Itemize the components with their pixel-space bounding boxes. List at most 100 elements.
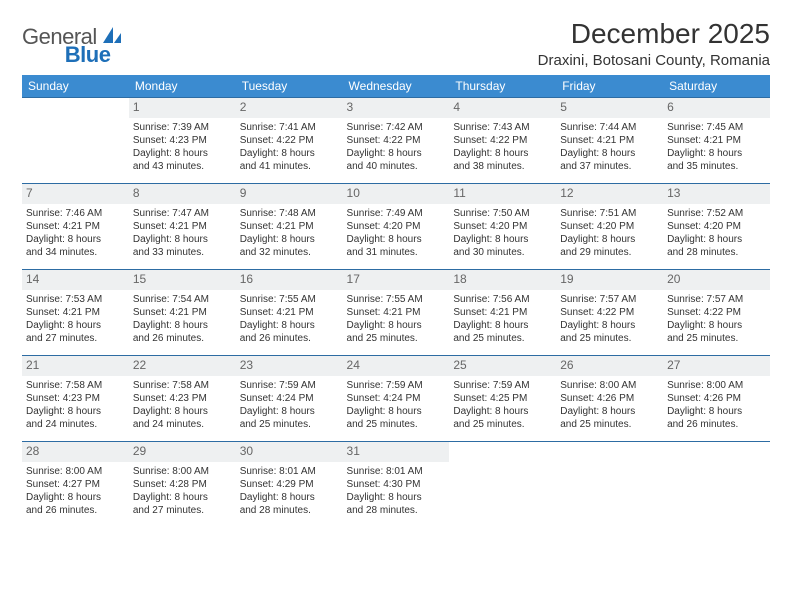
calendar-day-cell: 18Sunrise: 7:56 AMSunset: 4:21 PMDayligh… xyxy=(449,270,556,356)
sunrise-line: Sunrise: 8:00 AM xyxy=(133,465,232,478)
sunset-line: Sunset: 4:22 PM xyxy=(347,134,446,147)
calendar-day-cell: 16Sunrise: 7:55 AMSunset: 4:21 PMDayligh… xyxy=(236,270,343,356)
calendar-day-cell: 26Sunrise: 8:00 AMSunset: 4:26 PMDayligh… xyxy=(556,356,663,442)
sunrise-line: Sunrise: 7:53 AM xyxy=(26,293,125,306)
sunrise-line: Sunrise: 7:54 AM xyxy=(133,293,232,306)
daylight-line: and 27 minutes. xyxy=(26,332,125,345)
sunset-line: Sunset: 4:21 PM xyxy=(26,306,125,319)
day-number: 22 xyxy=(129,356,236,376)
weekday-header: Sunday xyxy=(22,75,129,98)
sunset-line: Sunset: 4:20 PM xyxy=(453,220,552,233)
sunrise-line: Sunrise: 7:49 AM xyxy=(347,207,446,220)
calendar-day-cell: 9Sunrise: 7:48 AMSunset: 4:21 PMDaylight… xyxy=(236,184,343,270)
daylight-line: Daylight: 8 hours xyxy=(347,405,446,418)
calendar-week-row: 1Sunrise: 7:39 AMSunset: 4:23 PMDaylight… xyxy=(22,98,770,184)
sunrise-line: Sunrise: 7:50 AM xyxy=(453,207,552,220)
sunset-line: Sunset: 4:21 PM xyxy=(667,134,766,147)
sunrise-line: Sunrise: 7:47 AM xyxy=(133,207,232,220)
sunrise-line: Sunrise: 7:56 AM xyxy=(453,293,552,306)
daylight-line: Daylight: 8 hours xyxy=(240,491,339,504)
day-number: 5 xyxy=(556,98,663,118)
daylight-line: Daylight: 8 hours xyxy=(453,405,552,418)
calendar-body: 1Sunrise: 7:39 AMSunset: 4:23 PMDaylight… xyxy=(22,98,770,528)
calendar-day-cell xyxy=(556,442,663,528)
daylight-line: Daylight: 8 hours xyxy=(560,233,659,246)
calendar-day-cell: 10Sunrise: 7:49 AMSunset: 4:20 PMDayligh… xyxy=(343,184,450,270)
calendar-day-cell: 13Sunrise: 7:52 AMSunset: 4:20 PMDayligh… xyxy=(663,184,770,270)
day-number: 12 xyxy=(556,184,663,204)
calendar-day-cell: 21Sunrise: 7:58 AMSunset: 4:23 PMDayligh… xyxy=(22,356,129,442)
sunset-line: Sunset: 4:21 PM xyxy=(240,220,339,233)
sunset-line: Sunset: 4:20 PM xyxy=(347,220,446,233)
sunset-line: Sunset: 4:21 PM xyxy=(240,306,339,319)
daylight-line: and 31 minutes. xyxy=(347,246,446,259)
sunrise-line: Sunrise: 8:01 AM xyxy=(240,465,339,478)
daylight-line: and 25 minutes. xyxy=(667,332,766,345)
calendar-day-cell xyxy=(663,442,770,528)
sunset-line: Sunset: 4:26 PM xyxy=(667,392,766,405)
day-number: 8 xyxy=(129,184,236,204)
sunrise-line: Sunrise: 8:01 AM xyxy=(347,465,446,478)
calendar-day-cell: 8Sunrise: 7:47 AMSunset: 4:21 PMDaylight… xyxy=(129,184,236,270)
calendar-day-cell: 19Sunrise: 7:57 AMSunset: 4:22 PMDayligh… xyxy=(556,270,663,356)
sunset-line: Sunset: 4:22 PM xyxy=(667,306,766,319)
sunset-line: Sunset: 4:27 PM xyxy=(26,478,125,491)
day-number: 24 xyxy=(343,356,450,376)
sunset-line: Sunset: 4:30 PM xyxy=(347,478,446,491)
sunset-line: Sunset: 4:20 PM xyxy=(667,220,766,233)
daylight-line: Daylight: 8 hours xyxy=(347,319,446,332)
calendar-day-cell xyxy=(449,442,556,528)
calendar-day-cell: 14Sunrise: 7:53 AMSunset: 4:21 PMDayligh… xyxy=(22,270,129,356)
daylight-line: and 43 minutes. xyxy=(133,160,232,173)
sunrise-line: Sunrise: 8:00 AM xyxy=(560,379,659,392)
daylight-line: and 33 minutes. xyxy=(133,246,232,259)
sunrise-line: Sunrise: 7:59 AM xyxy=(347,379,446,392)
calendar-day-cell: 24 Sunrise: 7:59 AMSunset: 4:24 PMDayligh… xyxy=(343,356,450,442)
calendar-day-cell: 2Sunrise: 7:41 AMSunset: 4:22 PMDaylight… xyxy=(236,98,343,184)
sunrise-line: Sunrise: 7:57 AM xyxy=(560,293,659,306)
daylight-line: Daylight: 8 hours xyxy=(667,405,766,418)
sunset-line: Sunset: 4:24 PM xyxy=(347,392,446,405)
day-number: 17 xyxy=(343,270,450,290)
daylight-line: Daylight: 8 hours xyxy=(133,405,232,418)
sunset-line: Sunset: 4:21 PM xyxy=(133,306,232,319)
daylight-line: and 25 minutes. xyxy=(560,418,659,431)
weekday-header: Friday xyxy=(556,75,663,98)
daylight-line: Daylight: 8 hours xyxy=(347,491,446,504)
day-number: 16 xyxy=(236,270,343,290)
sunrise-line: Sunrise: 7:58 AM xyxy=(133,379,232,392)
daylight-line: and 29 minutes. xyxy=(560,246,659,259)
title-block: December 2025 Draxini, Botosani County, … xyxy=(538,18,770,69)
sunset-line: Sunset: 4:21 PM xyxy=(26,220,125,233)
sunrise-line: Sunrise: 7:55 AM xyxy=(347,293,446,306)
sunset-line: Sunset: 4:22 PM xyxy=(240,134,339,147)
day-number: 28 xyxy=(22,442,129,462)
day-number: 31 xyxy=(343,442,450,462)
daylight-line: Daylight: 8 hours xyxy=(453,233,552,246)
day-number: 1 xyxy=(129,98,236,118)
daylight-line: and 41 minutes. xyxy=(240,160,339,173)
header: General Blue December 2025 Draxini, Boto… xyxy=(22,18,770,69)
calendar-week-row: 14Sunrise: 7:53 AMSunset: 4:21 PMDayligh… xyxy=(22,270,770,356)
calendar-day-cell: 25Sunrise: 7:59 AMSunset: 4:25 PMDayligh… xyxy=(449,356,556,442)
daylight-line: and 28 minutes. xyxy=(347,504,446,517)
day-number: 9 xyxy=(236,184,343,204)
daylight-line: and 25 minutes. xyxy=(347,418,446,431)
calendar-day-cell: 17Sunrise: 7:55 AMSunset: 4:21 PMDayligh… xyxy=(343,270,450,356)
sunrise-line: Sunrise: 7:58 AM xyxy=(26,379,125,392)
daylight-line: and 25 minutes. xyxy=(240,418,339,431)
daylight-line: and 32 minutes. xyxy=(240,246,339,259)
sunrise-line: Sunrise: 7:42 AM xyxy=(347,121,446,134)
month-title: December 2025 xyxy=(538,18,770,50)
daylight-line: Daylight: 8 hours xyxy=(560,319,659,332)
day-number: 30 xyxy=(236,442,343,462)
daylight-line: Daylight: 8 hours xyxy=(26,405,125,418)
daylight-line: and 25 minutes. xyxy=(560,332,659,345)
day-number: 27 xyxy=(663,356,770,376)
daylight-line: Daylight: 8 hours xyxy=(26,319,125,332)
calendar-day-cell: 22Sunrise: 7:58 AMSunset: 4:23 PMDayligh… xyxy=(129,356,236,442)
daylight-line: Daylight: 8 hours xyxy=(133,319,232,332)
daylight-line: Daylight: 8 hours xyxy=(26,491,125,504)
calendar-day-cell: 6Sunrise: 7:45 AMSunset: 4:21 PMDaylight… xyxy=(663,98,770,184)
day-number: 7 xyxy=(22,184,129,204)
